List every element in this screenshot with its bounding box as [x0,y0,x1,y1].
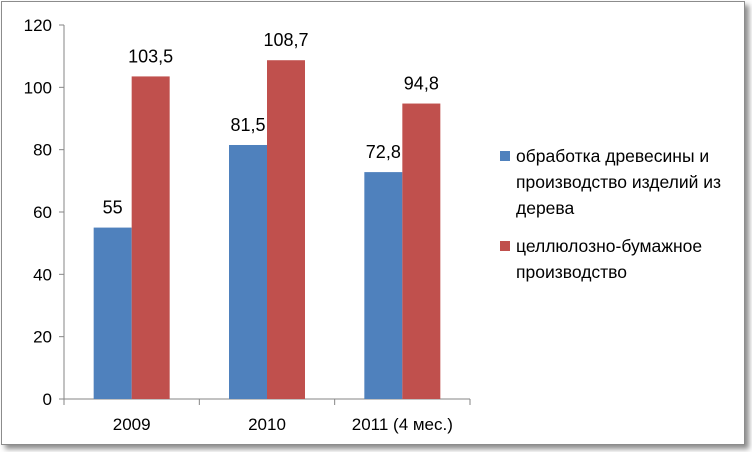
data-label: 72,8 [366,142,401,162]
data-label: 108,7 [263,30,308,50]
data-label: 81,5 [230,115,265,135]
legend-label-series-2: целлюлозно-бумажное производство [516,236,703,282]
y-tick-label: 80 [33,141,52,160]
data-label: 103,5 [128,46,173,66]
data-label: 94,8 [404,74,439,94]
y-tick-label: 60 [33,203,52,222]
y-tick-label: 0 [43,390,52,409]
x-tick-label: 2010 [248,415,286,434]
legend: обработка древесины и производство издел… [500,143,740,297]
bar-series-2 [131,76,170,400]
bar-series-1 [364,172,403,399]
bar-series-2 [402,103,441,399]
legend-swatch-series-2 [500,241,510,251]
legend-swatch-series-1 [500,151,510,161]
legend-item-series-1: обработка древесины и производство издел… [500,143,740,221]
bar-series-2 [267,60,305,400]
x-tick-label: 2011 (4 мес.) [352,415,453,434]
y-tick-label: 120 [24,16,52,35]
y-tick-label: 40 [33,265,52,284]
y-tick-label: 100 [24,78,52,97]
y-tick-label: 20 [33,328,52,347]
data-label: 55 [103,198,123,218]
bar-series-1 [93,227,132,399]
bar-series-1 [229,144,267,399]
legend-item-series-2: целлюлозно-бумажное производство [500,233,740,285]
legend-label-series-1: обработка древесины и производство издел… [516,146,722,218]
x-tick-label: 2009 [113,415,151,434]
